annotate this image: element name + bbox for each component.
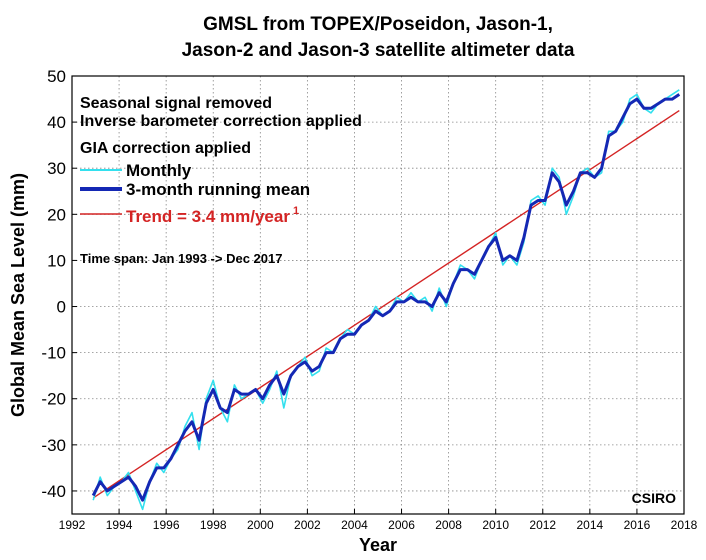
y-tick-label: -40 [41, 482, 66, 501]
running-mean-line [91, 93, 681, 502]
y-tick-label: 50 [47, 67, 66, 86]
y-tick-label: 40 [47, 113, 66, 132]
x-tick-label: 2004 [341, 518, 368, 532]
x-tick-label: 2016 [624, 518, 651, 532]
x-tick-label: 2018 [671, 518, 698, 532]
notes: Seasonal signal removed Inverse baromete… [80, 95, 362, 157]
running-mean-series [91, 93, 681, 502]
y-tick-label: 30 [47, 159, 66, 178]
credit-label: CSIRO [632, 490, 676, 506]
x-tick-label: 2008 [435, 518, 462, 532]
x-tick-label: 2000 [247, 518, 274, 532]
x-tick-label: 2014 [576, 518, 603, 532]
legend-label-monthly: Monthly [126, 161, 192, 180]
x-tick-label: 2010 [482, 518, 509, 532]
plot-frame [71, 75, 685, 515]
chart-title-line-2: Jason-2 and Jason-3 satellite altimeter … [182, 40, 575, 61]
note-gia: GIA correction applied [80, 140, 251, 157]
y-tick-label: 0 [57, 298, 66, 317]
y-tick-label: 10 [47, 251, 66, 270]
y-axis-label: Global Mean Sea Level (mm) [8, 173, 28, 417]
x-tick-label: 1998 [200, 518, 227, 532]
x-tick-label: 1996 [153, 518, 180, 532]
x-tick-label: 1992 [59, 518, 86, 532]
y-tick-label: -30 [41, 436, 66, 455]
x-tick-label: 2002 [294, 518, 321, 532]
trend-line [92, 110, 680, 499]
y-tick-label: -10 [41, 344, 66, 363]
legend-label-trend-superscript: 1 [293, 205, 299, 217]
legend-label-running-mean: 3-month running mean [126, 180, 310, 199]
legend-label-trend-text: Trend = 3.4 mm/year [126, 207, 290, 226]
trend-series [92, 110, 680, 499]
y-tick-label: 20 [47, 205, 66, 224]
x-tick-label: 2012 [529, 518, 556, 532]
time-span-label: Time span: Jan 1993 -> Dec 2017 [80, 251, 282, 266]
x-axis: 1992 1994 1996 1998 2000 2002 2004 2006 2008 2010… [59, 509, 698, 532]
chart-title-line-1: GMSL from TOPEX/Poseidon, Jason-1, [203, 14, 553, 35]
legend-label-trend: Trend = 3.4 mm/year 1 [126, 205, 299, 226]
note-seasonal: Seasonal signal removed [80, 95, 272, 112]
y-axis: -40 -30 -20 -10 0 10 20 30 40 50 [41, 67, 77, 501]
chart-title: GMSL from TOPEX/Poseidon, Jason-1, Jason… [182, 14, 575, 61]
plot-area [72, 76, 684, 514]
x-tick-label: 2006 [388, 518, 415, 532]
note-inverse-barometer: Inverse barometer correction applied [80, 113, 362, 130]
legend: Monthly 3-month running mean Trend = 3.4… [80, 161, 310, 226]
y-tick-label: -20 [41, 390, 66, 409]
x-axis-label: Year [359, 535, 397, 555]
x-tick-label: 1994 [106, 518, 133, 532]
